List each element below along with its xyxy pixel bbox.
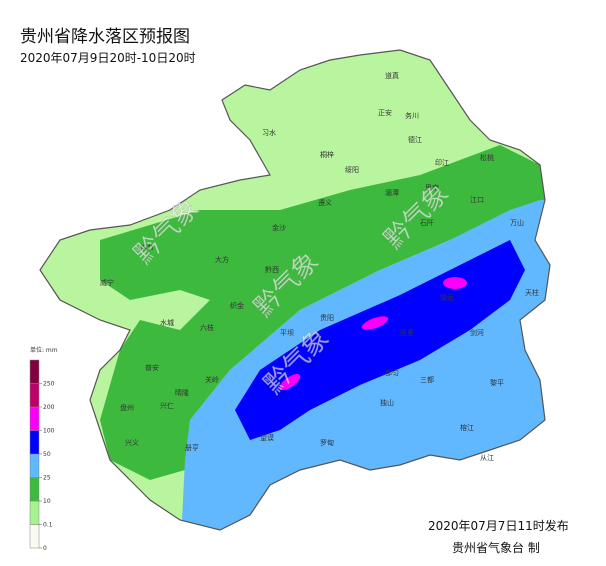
county-label: 普安 xyxy=(145,363,159,372)
county-label: 织金 xyxy=(230,301,244,310)
area-blue xyxy=(235,240,525,440)
county-label: 正安 xyxy=(378,108,392,117)
county-label: 威宁 xyxy=(100,278,114,287)
legend-swatch xyxy=(29,477,40,502)
legend-swatch xyxy=(29,359,40,384)
county-label: 平坝 xyxy=(280,328,294,337)
county-label: 务川 xyxy=(405,111,419,120)
area-magenta xyxy=(361,316,389,330)
county-label: 大方 xyxy=(215,255,229,264)
county-label: 德江 xyxy=(408,135,422,144)
county-label: 金沙 xyxy=(272,223,286,232)
county-label: 黔西 xyxy=(265,265,279,274)
county-label: 榕江 xyxy=(460,423,474,432)
area-magenta xyxy=(279,373,301,391)
legend-swatch xyxy=(29,524,40,549)
county-label: 兴仁 xyxy=(160,401,174,410)
county-label: 黎平 xyxy=(490,378,504,387)
legend-tick-label: 0.1 xyxy=(43,522,53,529)
map-subtitle: 2020年07月9日20时-10日20时 xyxy=(20,51,196,65)
legend-swatch xyxy=(29,430,40,455)
county-label: 盘州 xyxy=(120,403,134,412)
county-label: 遵义 xyxy=(318,198,332,207)
county-label: 兴义 xyxy=(125,438,139,447)
county-label: 镇远 xyxy=(440,293,454,302)
legend-swatch xyxy=(29,406,40,431)
county-label: 关岭 xyxy=(205,375,219,384)
county-label: 湄潭 xyxy=(385,188,399,197)
issue-time: 2020年07月7日11时发布 xyxy=(428,518,569,533)
map-title: 贵州省降水落区预报图 xyxy=(20,27,190,47)
county-label: 毕节 xyxy=(140,243,154,252)
legend-tick-label: 250 xyxy=(43,381,55,388)
agency: 贵州省气象台 制 xyxy=(452,540,540,555)
county-label: 晴隆 xyxy=(175,388,189,397)
county-label: 道真 xyxy=(385,71,399,80)
legend-tick-label: 10 xyxy=(43,498,51,505)
legend-tick-label: 100 xyxy=(43,428,55,435)
county-label: 册亨 xyxy=(185,443,199,452)
county-label: 都匀 xyxy=(385,368,399,377)
county-label: 思南 xyxy=(425,183,439,192)
county-label: 三都 xyxy=(420,376,434,384)
county-label: 独山 xyxy=(380,398,394,407)
county-label: 习水 xyxy=(262,128,276,137)
county-label: 六枝 xyxy=(200,323,214,332)
county-label: 万山 xyxy=(510,218,524,227)
legend-tick-label: 25 xyxy=(43,475,51,482)
county-label: 从江 xyxy=(480,454,494,462)
county-label: 凯里 xyxy=(400,328,414,337)
legend-unit: 单位: mm xyxy=(30,346,58,354)
area-green xyxy=(100,145,545,480)
legend-tick-label: 50 xyxy=(43,451,51,458)
county-label: 松桃 xyxy=(480,153,494,162)
county-label: 绥阳 xyxy=(345,165,359,174)
legend-swatch xyxy=(29,453,40,478)
legend: 单位: mm 0 0.1 10 25 50 100 200 250 xyxy=(29,346,58,552)
county-label: 水城 xyxy=(160,318,174,327)
county-label: 天柱 xyxy=(525,288,539,297)
county-label: 罗甸 xyxy=(320,438,334,447)
legend-swatch xyxy=(29,500,40,525)
legend-tick-label: 0 xyxy=(43,545,47,552)
county-label: 桐梓 xyxy=(320,150,334,159)
county-label: 剑河 xyxy=(470,328,484,337)
county-label: 贵阳 xyxy=(320,313,334,322)
county-label: 石阡 xyxy=(420,218,434,227)
legend-tick-label: 200 xyxy=(43,404,55,411)
area-magenta xyxy=(443,277,467,289)
county-label: 印江 xyxy=(435,159,449,167)
legend-swatch xyxy=(29,383,40,408)
county-label: 望谟 xyxy=(260,433,274,442)
county-label: 江口 xyxy=(470,196,484,204)
